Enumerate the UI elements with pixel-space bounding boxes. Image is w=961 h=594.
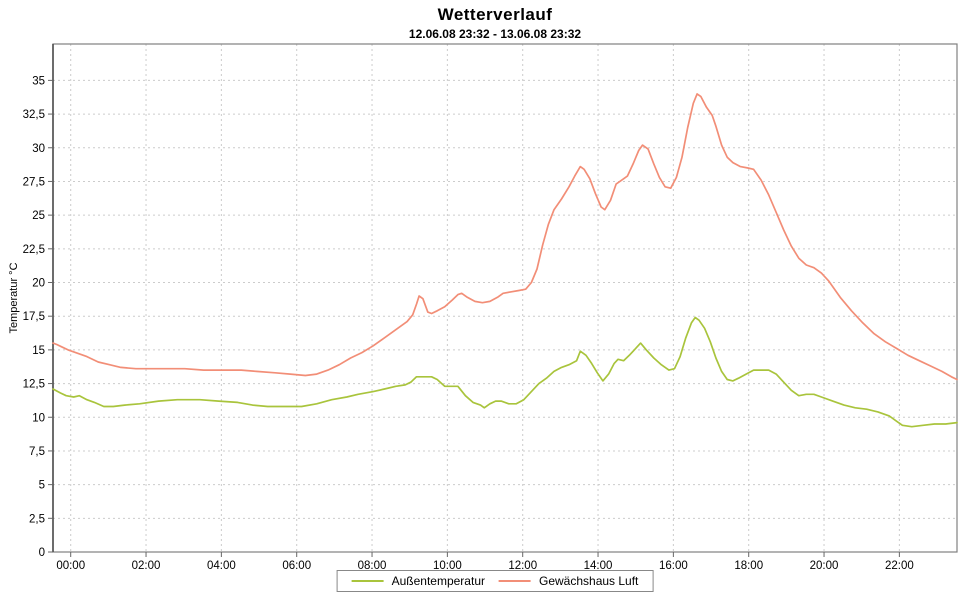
y-tick-label: 12,5 <box>23 379 45 391</box>
legend-swatch-gewaechshaus-luft <box>498 580 531 582</box>
chart-subtitle: 12.06.08 23:32 - 13.06.08 23:32 <box>408 27 582 41</box>
x-tick-label: 10:00 <box>433 560 462 572</box>
legend-label-aussentemperatur: Außentemperatur <box>391 574 485 588</box>
x-tick-label: 14:00 <box>584 560 613 572</box>
plot-border <box>52 43 958 553</box>
chart-title: Wetterverlauf <box>437 5 553 24</box>
legend-swatch-aussentemperatur <box>351 580 384 582</box>
x-tick-label: 12:00 <box>508 560 537 572</box>
x-tick-label: 22:00 <box>885 560 914 572</box>
y-tick-label: 0 <box>39 547 45 559</box>
y-tick-label: 35 <box>32 75 45 87</box>
legend: Außentemperatur Gewächshaus Luft <box>336 570 654 592</box>
x-tick-label: 16:00 <box>659 560 688 572</box>
x-tick-label: 06:00 <box>282 560 311 572</box>
x-tick-label: 00:00 <box>56 560 85 572</box>
x-tick-label: 20:00 <box>810 560 839 572</box>
legend-label-gewaechshaus-luft: Gewächshaus Luft <box>538 574 639 588</box>
y-tick-label: 5 <box>39 480 45 492</box>
legend-item-gewaechshaus-luft: Gewächshaus Luft <box>498 574 639 588</box>
x-tick-label: 08:00 <box>358 560 387 572</box>
y-tick-label: 25 <box>32 210 45 222</box>
series-line-gew-chshaus-luft <box>52 93 958 381</box>
y-tick-label: 30 <box>32 143 45 155</box>
series-line-au-entemperatur <box>52 316 958 428</box>
x-tick-label: 02:00 <box>132 560 161 572</box>
x-tick-label: 18:00 <box>734 560 763 572</box>
y-tick-label: 7,5 <box>29 446 45 458</box>
y-axis-title: Temperatur °C <box>8 262 20 333</box>
x-tick-label: 04:00 <box>207 560 236 572</box>
y-tick-label: 17,5 <box>23 311 45 323</box>
y-tick-label: 20 <box>32 278 45 290</box>
legend-item-aussentemperatur: Außentemperatur <box>351 574 485 588</box>
y-tick-label: 27,5 <box>23 176 45 188</box>
y-tick-label: 2,5 <box>29 513 45 525</box>
y-tick-label: 15 <box>32 345 45 357</box>
y-tick-label: 32,5 <box>23 109 45 121</box>
y-tick-label: 10 <box>32 412 45 424</box>
y-tick-label: 22,5 <box>23 244 45 256</box>
